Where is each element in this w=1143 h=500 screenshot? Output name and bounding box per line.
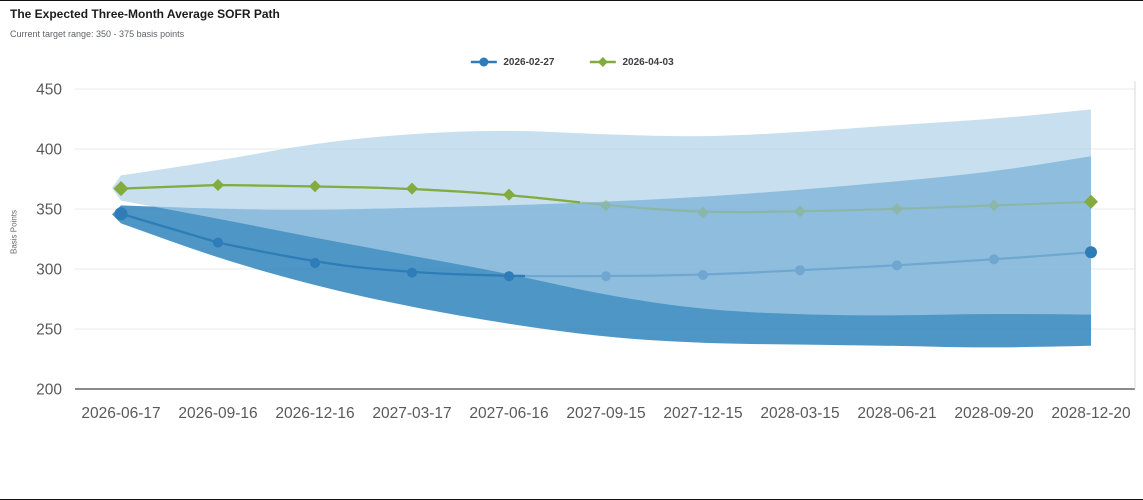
line-diamond-marker-icon (589, 57, 616, 67)
y-tick-label: 250 (36, 321, 62, 338)
x-tick-label: 2026-09-16 (178, 405, 257, 422)
marker-2026-04-03-washed-pt7 (794, 205, 806, 218)
x-tick-label: 2028-03-15 (760, 405, 839, 422)
y-tick-label: 400 (36, 141, 62, 158)
marker-2026-02-27-washed-pt6 (698, 270, 708, 280)
marker-2026-04-03-crisp-pt3 (406, 182, 418, 195)
confidence-bands (112, 109, 1091, 348)
marker-2026-02-27-washed-pt9 (989, 254, 999, 265)
marker-2026-04-03-washed-pt6 (697, 206, 709, 219)
legend-item-2026-04-03[interactable]: 2026-04-03 (589, 56, 674, 68)
marker-2026-02-27-crisp-pt4 (504, 271, 514, 282)
marker-2026-04-03-washed-pt5 (600, 199, 612, 212)
x-tick-label: 2026-12-16 (275, 405, 354, 422)
marker-2026-04-03-crisp-pt2 (309, 180, 321, 193)
marker-2026-02-27-crisp-pt0 (114, 207, 128, 221)
marker-2026-04-03-crisp-pt1 (212, 179, 224, 191)
y-tick-label: 200 (36, 381, 62, 398)
marker-2026-04-03-crisp-pt0 (113, 181, 129, 197)
x-tick-label: 2028-09-20 (954, 405, 1034, 422)
marker-2026-04-03-washed-pt8 (891, 203, 903, 215)
x-tick-label: 2027-09-15 (566, 405, 645, 422)
crisp-series-2026-02-27 (114, 207, 525, 282)
x-tick-label: 2028-12-20 (1051, 405, 1131, 422)
x-tick-label: 2027-12-15 (663, 405, 742, 422)
marker-2026-02-27-washed-pt5 (601, 271, 611, 282)
band-2026-04-03 (112, 109, 1091, 316)
x-tick-label: 2026-06-17 (81, 405, 160, 422)
page-title: The Expected Three-Month Average SOFR Pa… (10, 7, 280, 21)
crisp-series-2026-04-03 (113, 179, 580, 204)
marker-2026-02-27-crisp-pt2 (310, 258, 320, 268)
y-tick-label: 300 (36, 261, 62, 278)
line-2026-02-27-crisp (120, 212, 525, 278)
marker-2026-04-03-crisp-pt4 (503, 188, 515, 201)
end-markers (1084, 194, 1098, 259)
x-tick-label: 2027-06-16 (469, 405, 548, 422)
y-tick-label: 350 (36, 201, 62, 218)
legend-label: 2026-04-03 (622, 56, 674, 68)
marker-2026-04-03-washed-pt9 (988, 199, 1000, 212)
x-axis: 2026-06-17 2026-09-16 2026-12-16 2027-03-17… (81, 405, 1131, 422)
chart-subtitle: Current target range: 350 - 375 basis po… (10, 29, 185, 39)
marker-2026-02-27-washed-pt7 (795, 265, 805, 276)
legend-item-2026-02-27[interactable]: 2026-02-27 (469, 56, 555, 68)
marker-2026-02-27-washed-pt8 (892, 260, 902, 271)
y-tick-label: 450 (36, 81, 62, 98)
marker-2026-04-03-end (1084, 194, 1098, 209)
marker-2026-02-27-crisp-pt3 (407, 267, 417, 278)
marker-2026-02-27-crisp-pt1 (213, 237, 223, 248)
x-tick-label: 2027-03-17 (372, 405, 451, 422)
line-2026-04-03-crisp (120, 183, 580, 204)
legend: 2026-02-27 2026-04-03 (469, 56, 674, 68)
line-circle-marker-icon (470, 57, 497, 67)
x-tick-label: 2028-06-21 (857, 405, 936, 422)
legend-label: 2026-02-27 (503, 56, 555, 68)
marker-2026-02-27-end (1085, 246, 1097, 259)
